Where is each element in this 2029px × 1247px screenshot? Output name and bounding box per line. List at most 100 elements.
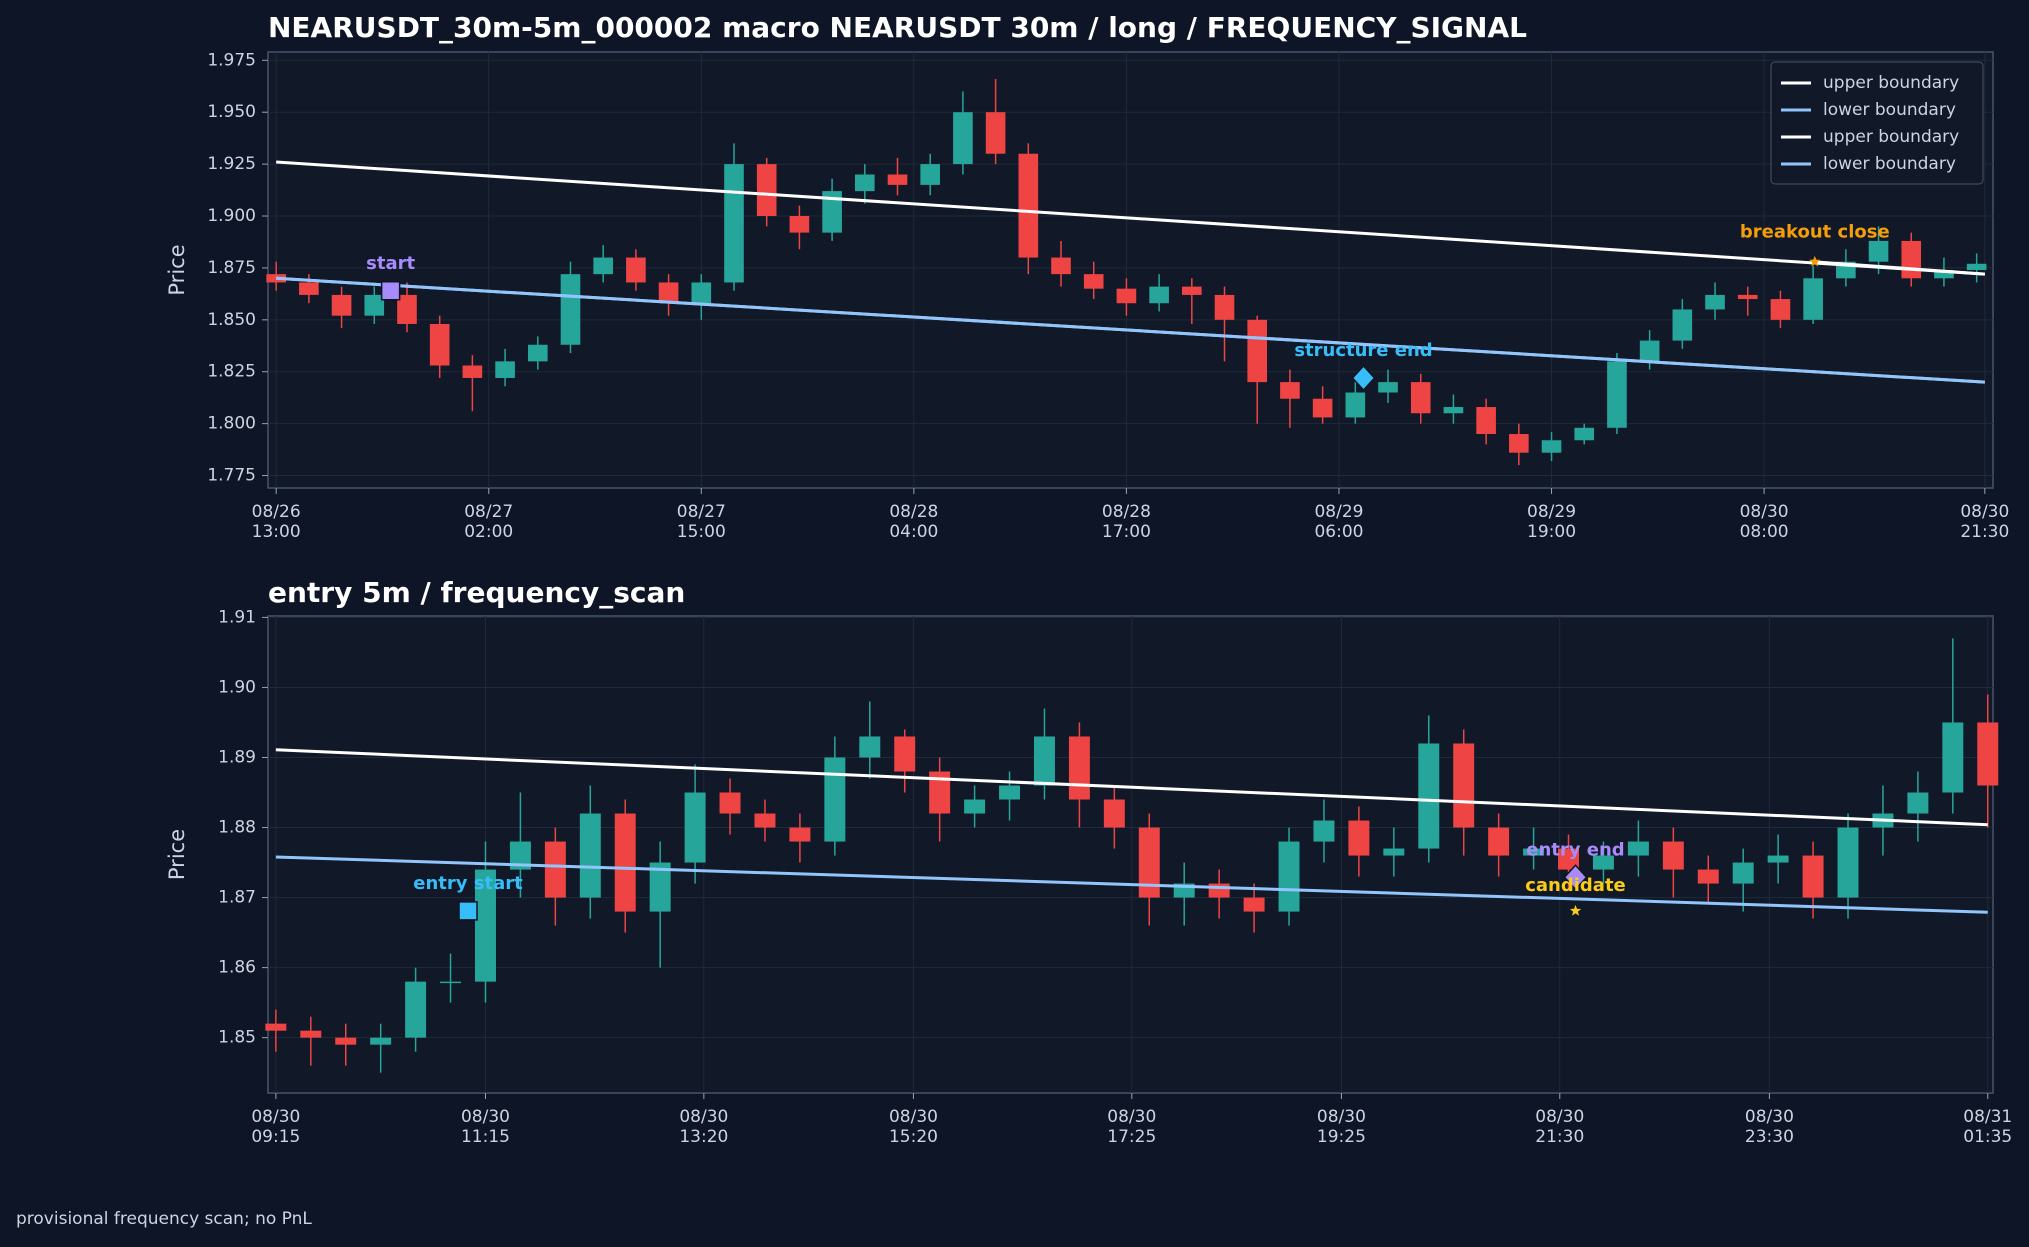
candle-body — [1977, 722, 1999, 786]
marker — [1351, 364, 1376, 392]
marker-label: start — [366, 253, 415, 274]
candle-body — [1488, 827, 1510, 856]
candle-body — [1214, 294, 1235, 320]
x-tick-label: 08/30 21:30 — [1960, 502, 2010, 542]
candle-body — [475, 869, 496, 982]
x-tick-label: 08/28 17:00 — [1101, 502, 1151, 542]
candle-body — [1410, 382, 1431, 414]
candle-body — [429, 323, 450, 366]
candle-body — [789, 827, 811, 842]
candle-body — [1149, 286, 1169, 304]
y-tick-label: 1.90 — [218, 677, 256, 697]
candle-body — [397, 294, 417, 324]
y-tick-label: 1.775 — [207, 466, 256, 486]
legend-label: upper boundary — [1823, 127, 1959, 147]
candle-body — [1541, 440, 1562, 453]
candle-body — [1345, 392, 1366, 418]
plot-area — [267, 51, 1994, 489]
chart-title: entry 5m / frequency_scan — [268, 576, 685, 609]
candle-body — [887, 174, 908, 185]
candle-body — [1033, 736, 1055, 786]
candle-body — [331, 294, 352, 316]
marker — [1563, 864, 1588, 891]
candle-body — [953, 112, 973, 165]
legend-label: upper boundary — [1823, 73, 1959, 93]
marker — [1569, 904, 1582, 916]
candle-body — [614, 813, 636, 912]
x-tick-label: 08/29 19:00 — [1527, 502, 1577, 542]
boundary-line — [276, 160, 1985, 276]
candle-body — [1607, 361, 1627, 428]
candle-body — [999, 785, 1021, 800]
candle-body — [684, 792, 706, 863]
y-tick-label: 1.850 — [207, 310, 256, 330]
candle-body — [1705, 294, 1725, 310]
y-tick-label: 1.85 — [218, 1028, 256, 1048]
x-tick-label: 08/30 09:15 — [251, 1107, 301, 1147]
candle-body — [1247, 319, 1268, 383]
candle-body — [1208, 883, 1230, 898]
candle-body — [1592, 855, 1614, 870]
marker — [380, 281, 401, 301]
candle-body — [822, 191, 842, 233]
candle-body — [894, 736, 916, 772]
candle-body — [1901, 240, 1922, 279]
candle-body — [985, 112, 1006, 154]
marker-label: candidate — [1525, 875, 1626, 896]
y-axis-label: Price — [165, 244, 189, 295]
candle-body — [1737, 294, 1758, 300]
y-tick-label: 1.900 — [207, 206, 256, 226]
x-tick-label: 08/30 23:30 — [1744, 1107, 1794, 1147]
candle-body — [1453, 743, 1475, 828]
x-tick-label: 08/30 21:30 — [1535, 1107, 1585, 1147]
candle-body — [1313, 820, 1335, 842]
candle-body — [335, 1037, 357, 1045]
candle-body — [300, 1030, 322, 1038]
boundary-line — [275, 748, 1988, 827]
candle-body — [1574, 427, 1595, 441]
candle-body — [658, 282, 679, 304]
footer-note: provisional frequency scan; no PnL — [16, 1209, 312, 1229]
candle-body — [626, 257, 646, 283]
y-tick-label: 1.925 — [207, 154, 256, 174]
x-tick-label: 08/27 15:00 — [676, 502, 726, 542]
y-tick-label: 1.825 — [207, 362, 256, 382]
candle-body — [964, 799, 986, 814]
candle-body — [1083, 274, 1104, 289]
candle-body — [299, 282, 319, 295]
candle-body — [1138, 827, 1160, 898]
candle-body — [370, 1037, 392, 1045]
y-tick-label: 1.875 — [207, 258, 256, 278]
marker — [458, 901, 478, 921]
candle-body — [929, 771, 951, 814]
y-tick-label: 1.800 — [207, 414, 256, 434]
candle-body — [1383, 848, 1405, 856]
candle-body — [1942, 722, 1964, 793]
y-tick-label: 1.87 — [218, 888, 256, 908]
candle-body — [1051, 257, 1071, 275]
candle-body — [1558, 848, 1579, 870]
candle-body — [1802, 855, 1824, 898]
candle-body — [859, 736, 881, 758]
candle-body — [1934, 270, 1954, 279]
marker — [1809, 255, 1821, 267]
x-tick-label: 08/30 17:25 — [1107, 1107, 1157, 1147]
legend-box — [1770, 61, 1984, 185]
candle-body — [1767, 855, 1789, 863]
candle-body — [579, 813, 601, 898]
y-tick-label: 1.950 — [207, 102, 256, 122]
chart-title: NEARUSDT_30m-5m_000002 macro NEARUSDT 30… — [268, 11, 1527, 44]
candle-body — [1418, 743, 1440, 849]
candle-body — [789, 216, 810, 233]
candle-body — [1907, 792, 1929, 814]
x-tick-label: 08/31 01:35 — [1963, 1107, 2013, 1147]
x-tick-label: 08/30 13:20 — [679, 1107, 729, 1147]
candle-body — [920, 164, 941, 185]
candle-body — [1732, 862, 1754, 884]
boundary-line — [276, 276, 1985, 384]
x-tick-label: 08/29 06:00 — [1314, 502, 1364, 542]
candle-body — [544, 841, 566, 898]
candle-body — [1182, 286, 1202, 295]
candle-body — [719, 792, 741, 814]
